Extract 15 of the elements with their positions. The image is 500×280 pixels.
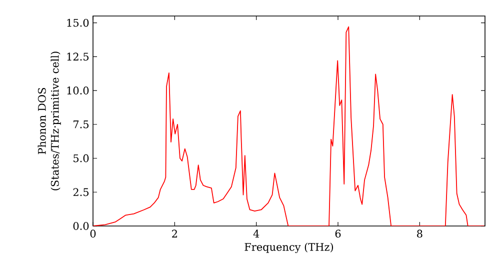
x-tick-label: 4 [253,230,260,238]
line-series [93,26,485,226]
y-tick-label: 7.5 [74,120,89,128]
y-tick-label: 5.0 [74,154,89,162]
x-axis-title: Frequency (THz) [244,242,333,254]
x-tick-label: 8 [417,230,422,238]
x-tick-label: 2 [172,230,177,238]
x-tick-label: 0 [90,230,96,238]
y-tick-label: 15.0 [67,18,89,27]
y-axis-title: Phonon DOS (States/THz·primitive cell) [38,52,61,190]
y-tick-label: 0.0 [73,222,89,230]
x-tick-label: 6 [335,230,341,238]
y-tick-label: 2.5 [73,188,89,196]
y-tick-label: 12.5 [67,52,89,61]
y-tick-label: 10.0 [67,86,89,94]
